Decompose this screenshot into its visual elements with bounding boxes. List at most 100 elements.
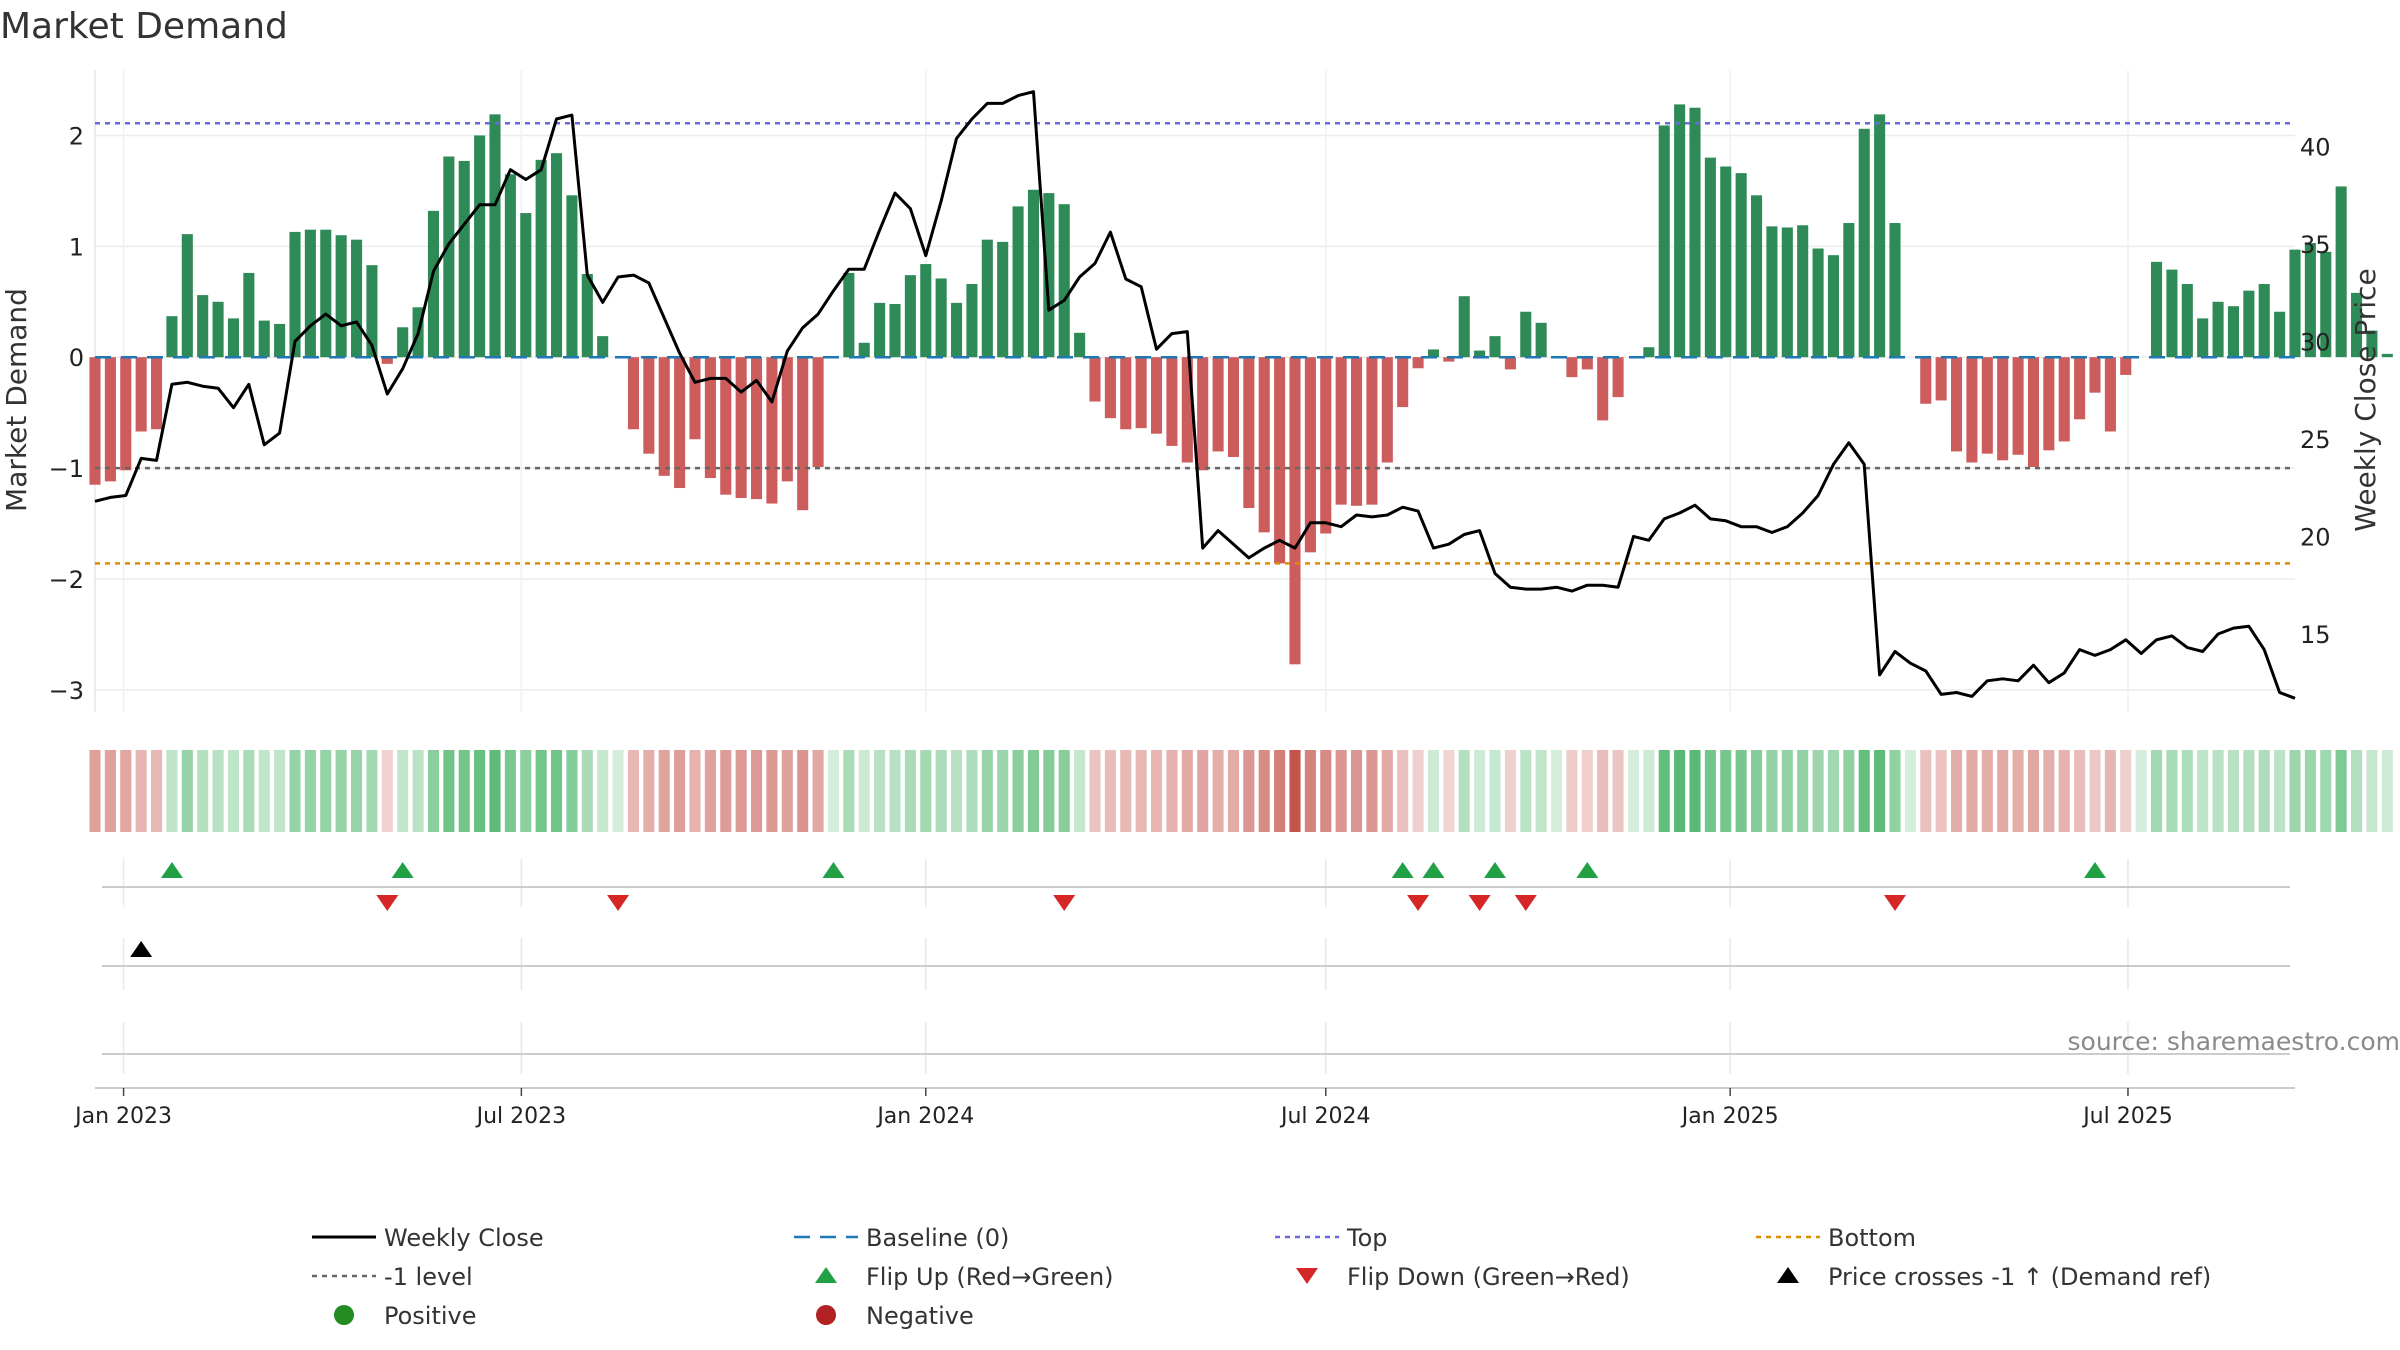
positive-heat-cell: [920, 750, 932, 832]
positive-demand-bar: [2166, 269, 2178, 358]
positive-heat-cell: [1520, 750, 1532, 832]
negative-heat-cell: [1212, 750, 1224, 832]
positive-heat-cell: [1535, 750, 1547, 832]
negative-heat-cell: [1381, 750, 1393, 832]
positive-demand-bar: [427, 210, 439, 358]
negative-demand-bar: [1581, 357, 1593, 370]
grid-lines: [94, 70, 2295, 1074]
legend-bottom-label: Bottom: [1828, 1224, 1916, 1252]
negative-demand-bar: [674, 357, 686, 489]
negative-demand-bar: [1197, 357, 1209, 471]
positive-heat-cell: [1781, 750, 1793, 832]
positive-demand-bar: [874, 302, 886, 358]
positive-heat-cell: [1843, 750, 1855, 832]
positive-heat-cell: [981, 750, 993, 832]
positive-demand-bar: [889, 303, 901, 358]
demand-heat-strip: [89, 750, 2393, 832]
positive-demand-bar: [843, 272, 855, 358]
flip-down-marker: [1407, 895, 1430, 911]
positive-heat-cell: [2151, 750, 2163, 832]
positive-demand-bar: [1658, 125, 1670, 358]
negative-demand-bar: [1181, 357, 1193, 463]
positive-demand-bar: [304, 229, 316, 358]
negative-demand-bar: [1274, 357, 1286, 564]
positive-heat-cell: [2381, 750, 2393, 832]
positive-heat-cell: [320, 750, 332, 832]
y-tick-label: 1: [69, 233, 84, 261]
negative-demand-bar: [1243, 357, 1255, 508]
positive-demand-bar: [1043, 193, 1055, 358]
positive-demand-bar: [858, 342, 870, 358]
flip-up-marker: [1391, 862, 1414, 878]
positive-heat-cell: [366, 750, 378, 832]
y-tick-label: −1: [49, 455, 84, 483]
positive-demand-bar: [2181, 284, 2193, 358]
negative-demand-bar: [627, 357, 639, 430]
negative-demand-bar: [2027, 357, 2039, 467]
flip-up-marker: [1422, 862, 1445, 878]
negative-heat-cell: [135, 750, 147, 832]
positive-demand-bar: [1427, 349, 1439, 358]
positive-demand-bar: [535, 159, 547, 358]
negative-demand-bar: [381, 357, 393, 364]
negative-demand-bar: [89, 357, 101, 485]
positive-demand-bar: [1781, 227, 1793, 358]
positive-heat-cell: [351, 750, 363, 832]
negative-demand-bar: [1966, 357, 1978, 463]
negative-demand-bar: [781, 357, 793, 482]
positive-demand-bar: [181, 234, 193, 358]
flip-down-marker: [1053, 895, 1076, 911]
weekly-close-line: [94, 90, 2296, 700]
negative-heat-cell: [1197, 750, 1209, 832]
negative-heat-cell: [2089, 750, 2101, 832]
positive-heat-cell: [1427, 750, 1439, 832]
positive-heat-cell: [597, 750, 609, 832]
positive-demand-bar: [981, 239, 993, 358]
legend-price-cross-label: Price crosses -1 ↑ (Demand ref): [1828, 1263, 2211, 1291]
positive-demand-bar: [274, 323, 286, 358]
positive-demand-bar: [320, 229, 332, 358]
positive-heat-cell: [2289, 750, 2301, 832]
positive-demand-bar: [2320, 251, 2332, 358]
positive-heat-cell: [1874, 750, 1886, 832]
flip-down-marker: [376, 895, 399, 911]
legend-flip-up-swatch: [815, 1267, 837, 1283]
positive-demand-bar: [1889, 223, 1901, 358]
negative-demand-bar: [1612, 357, 1624, 398]
negative-heat-cell: [643, 750, 655, 832]
positive-demand-bar: [335, 235, 347, 358]
positive-demand-bar: [1489, 336, 1501, 358]
negative-heat-cell: [658, 750, 670, 832]
positive-heat-cell: [966, 750, 978, 832]
positive-heat-cell: [443, 750, 455, 832]
legend-flip-down-label: Flip Down (Green→Red): [1347, 1263, 1630, 1291]
negative-demand-bar: [1504, 357, 1516, 370]
y-tick-label: −2: [49, 566, 84, 594]
price-series: [94, 90, 2296, 700]
negative-heat-cell: [1135, 750, 1147, 832]
positive-heat-cell: [520, 750, 532, 832]
legend-weekly-close-label: Weekly Close: [384, 1224, 544, 1252]
negative-demand-bar: [1335, 357, 1347, 505]
positive-heat-cell: [489, 750, 501, 832]
x-tick-label: Jul 2024: [1279, 1104, 1371, 1129]
negative-heat-cell: [689, 750, 701, 832]
positive-heat-cell: [951, 750, 963, 832]
y2-tick-label: 15: [2300, 621, 2331, 649]
positive-heat-cell: [1827, 750, 1839, 832]
positive-heat-cell: [843, 750, 855, 832]
positive-heat-cell: [2197, 750, 2209, 832]
negative-heat-cell: [1227, 750, 1239, 832]
positive-demand-bar: [1058, 204, 1070, 358]
negative-heat-cell: [1274, 750, 1286, 832]
reference-levels: [95, 121, 2295, 565]
positive-heat-cell: [2351, 750, 2363, 832]
legend-baseline-label: Baseline (0): [866, 1224, 1009, 1252]
flip-up-marker: [1576, 862, 1599, 878]
negative-heat-cell: [1566, 750, 1578, 832]
positive-heat-cell: [1043, 750, 1055, 832]
positive-heat-cell: [1643, 750, 1655, 832]
negative-heat-cell: [1612, 750, 1624, 832]
negative-demand-bar: [751, 357, 763, 500]
negative-heat-cell: [704, 750, 716, 832]
